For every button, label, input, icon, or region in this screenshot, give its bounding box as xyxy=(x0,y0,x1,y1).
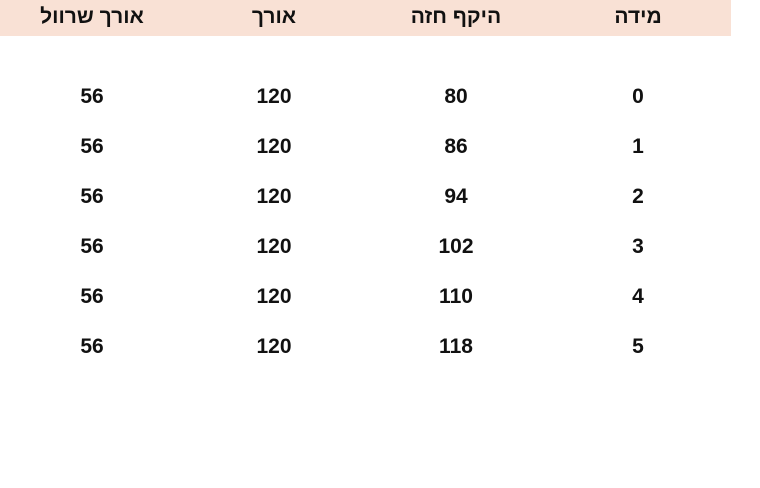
header-length: אורך xyxy=(251,5,297,28)
cell-size: 0 xyxy=(632,85,644,108)
cell-chest: 94 xyxy=(444,185,468,208)
cell-size: 4 xyxy=(632,285,644,308)
header-sleeve: אורך שרוול xyxy=(40,5,144,28)
cell-sleeve: 56 xyxy=(80,185,104,208)
cell-sleeve: 56 xyxy=(80,285,104,308)
cell-size: 1 xyxy=(632,135,644,158)
cell-size: 2 xyxy=(632,185,644,208)
header-size: מידה xyxy=(614,5,662,28)
cell-chest: 86 xyxy=(444,135,468,158)
header-chest: היקף חזה xyxy=(410,5,502,28)
cell-length: 120 xyxy=(256,85,292,108)
cell-chest: 118 xyxy=(439,335,473,358)
cell-chest: 102 xyxy=(438,235,474,258)
cell-sleeve: 56 xyxy=(80,235,104,258)
cell-chest: 110 xyxy=(439,285,473,308)
cell-length: 120 xyxy=(256,235,292,258)
cell-sleeve: 56 xyxy=(80,335,104,358)
cell-length: 120 xyxy=(256,185,292,208)
cell-length: 120 xyxy=(256,135,292,158)
cell-size: 5 xyxy=(632,335,644,358)
cell-size: 3 xyxy=(632,235,644,258)
cell-sleeve: 56 xyxy=(80,85,104,108)
table-header xyxy=(0,0,731,36)
cell-chest: 80 xyxy=(444,85,468,108)
cell-sleeve: 56 xyxy=(80,135,104,158)
cell-length: 120 xyxy=(256,335,292,358)
cell-length: 120 xyxy=(256,285,292,308)
